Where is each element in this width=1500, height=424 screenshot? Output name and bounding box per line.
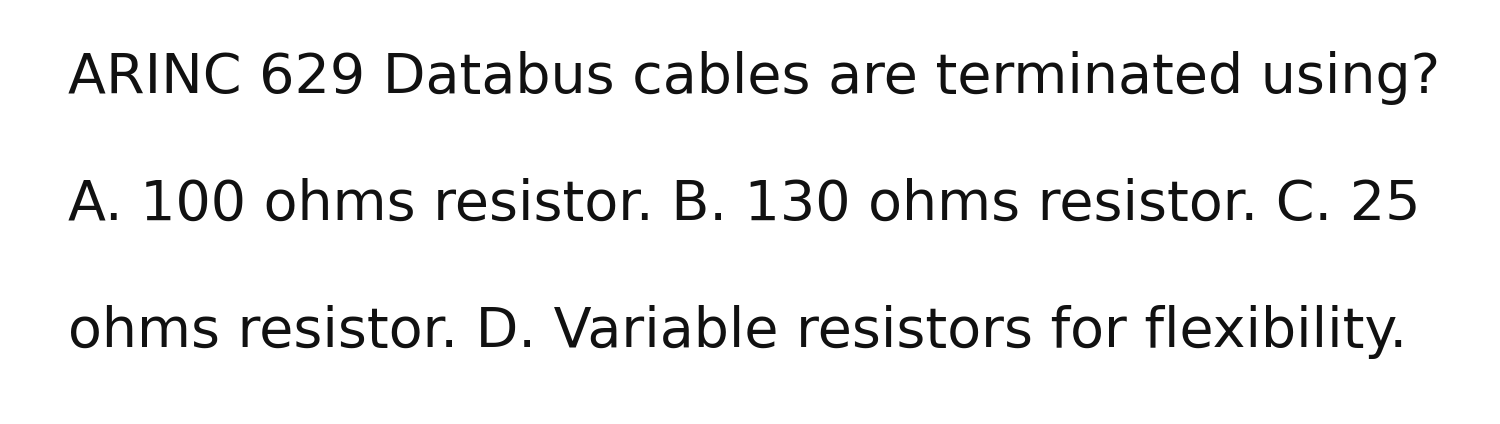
Text: ARINC 629 Databus cables are terminated using?: ARINC 629 Databus cables are terminated … [68, 51, 1440, 105]
Text: ohms resistor. D. Variable resistors for flexibility.: ohms resistor. D. Variable resistors for… [68, 305, 1407, 359]
Text: A. 100 ohms resistor. B. 130 ohms resistor. C. 25: A. 100 ohms resistor. B. 130 ohms resist… [68, 178, 1420, 232]
